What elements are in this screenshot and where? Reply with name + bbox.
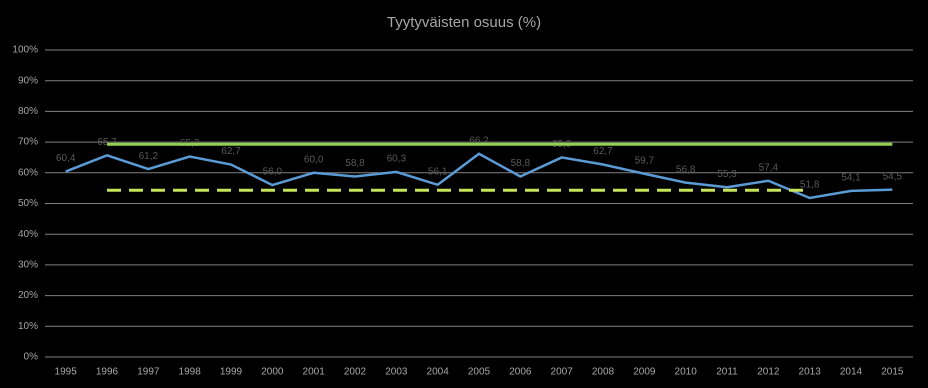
- y-tick-label: 90%: [18, 75, 38, 86]
- x-tick-label: 2005: [468, 367, 491, 378]
- data-label: 60,3: [387, 154, 407, 165]
- data-label: 56,8: [676, 164, 696, 175]
- chart-title: Tyytyväisten osuus (%): [387, 14, 541, 31]
- x-tick-label: 2004: [427, 367, 450, 378]
- x-tick-label: 2000: [261, 367, 284, 378]
- data-label: 59,7: [635, 155, 655, 166]
- x-tick-label: 2011: [716, 367, 738, 378]
- data-label: 51,8: [800, 180, 820, 191]
- x-tick-label: 1997: [137, 367, 160, 378]
- data-label: 62,7: [593, 146, 613, 157]
- data-label: 57,4: [759, 162, 779, 173]
- data-label: 61,2: [139, 151, 159, 162]
- data-label: 54,1: [841, 173, 861, 184]
- y-tick-label: 70%: [18, 137, 38, 148]
- x-tick-label: 2009: [633, 367, 656, 378]
- data-label: 60,0: [304, 154, 324, 165]
- data-label: 65,7: [97, 137, 117, 148]
- y-tick-label: 40%: [18, 229, 38, 240]
- x-tick-label: 2006: [509, 367, 532, 378]
- data-label: 58,8: [511, 158, 531, 169]
- x-tick-label: 1999: [220, 367, 243, 378]
- y-tick-label: 100%: [12, 45, 38, 56]
- data-label: 56,0: [263, 167, 283, 178]
- data-label: 60,4: [56, 153, 76, 164]
- y-tick-label: 60%: [18, 167, 38, 178]
- y-tick-label: 0%: [24, 352, 39, 363]
- x-tick-label: 2010: [675, 367, 698, 378]
- x-tick-label: 2014: [840, 367, 863, 378]
- x-tick-label: 2015: [881, 367, 904, 378]
- y-tick-label: 20%: [18, 290, 38, 301]
- data-label: 62,7: [221, 146, 241, 157]
- x-tick-label: 1995: [55, 367, 78, 378]
- series-line: [65, 152, 893, 200]
- data-label: 66,2: [469, 135, 489, 146]
- x-tick-label: 2012: [757, 367, 780, 378]
- x-tick-label: 2002: [344, 367, 367, 378]
- data-label: 56,1: [428, 166, 448, 177]
- x-tick-label: 2001: [303, 367, 326, 378]
- y-tick-label: 10%: [18, 321, 38, 332]
- data-label: 54,5: [883, 171, 903, 182]
- x-tick-label: 2008: [592, 367, 615, 378]
- data-label: 55,3: [717, 169, 737, 180]
- y-tick-label: 50%: [18, 198, 38, 209]
- y-tick-label: 30%: [18, 260, 38, 271]
- x-tick-label: 2007: [551, 367, 574, 378]
- x-tick-label: 2013: [799, 367, 822, 378]
- y-tick-label: 80%: [18, 106, 38, 117]
- x-tick-label: 1998: [179, 367, 202, 378]
- x-tick-label: 2003: [385, 367, 408, 378]
- data-label: 58,8: [345, 158, 365, 169]
- x-tick-label: 1996: [96, 367, 119, 378]
